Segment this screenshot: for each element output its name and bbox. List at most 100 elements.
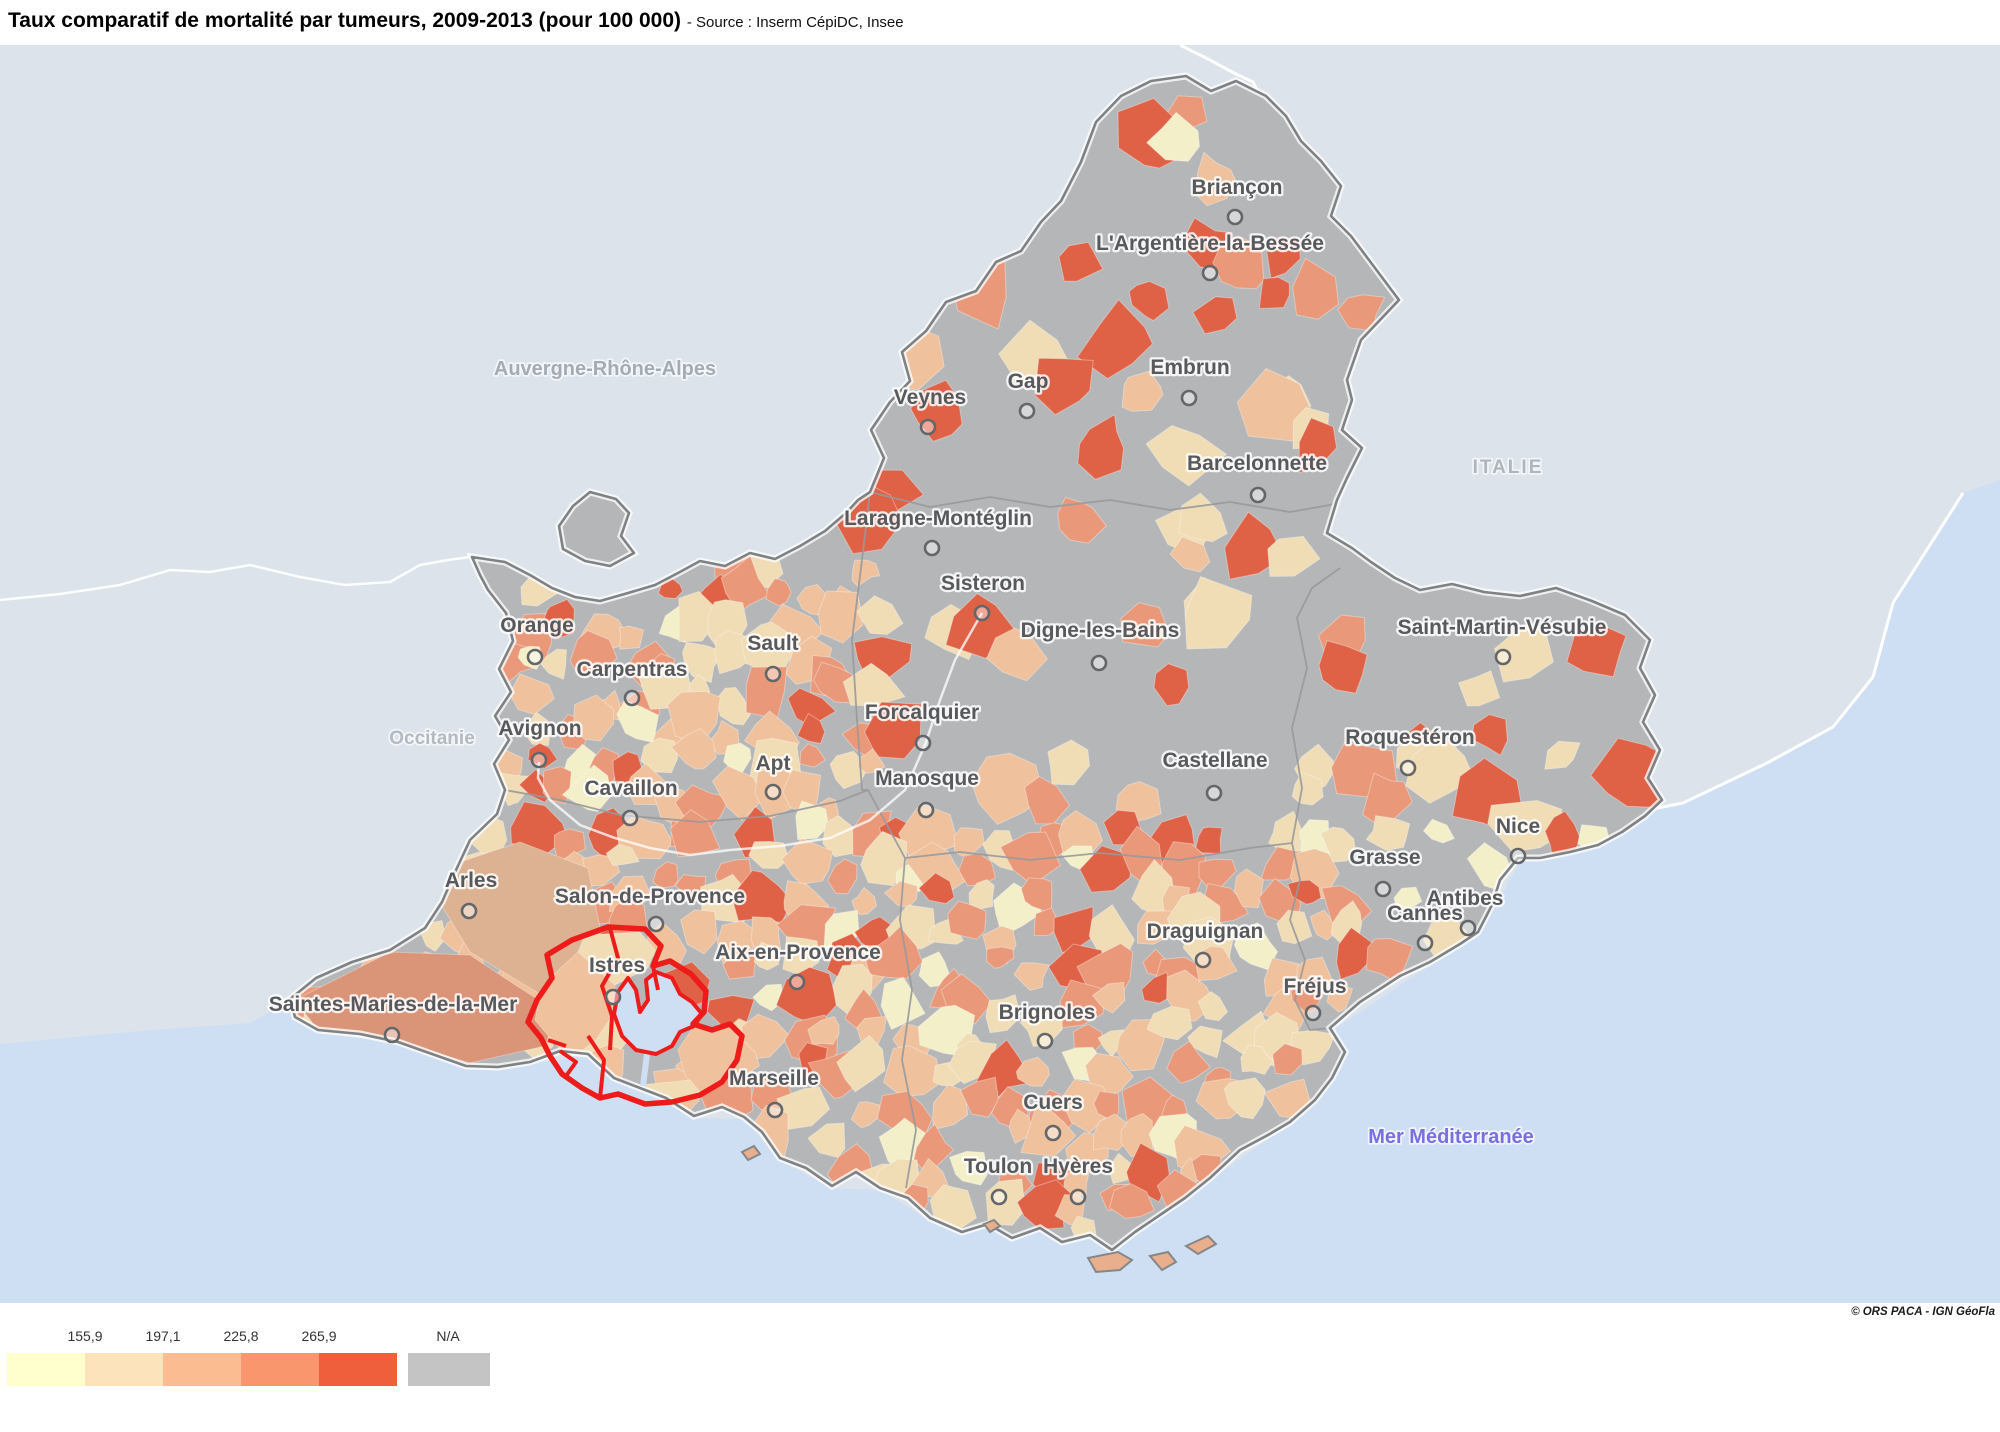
city-label-brignoles: Brignoles xyxy=(999,1001,1096,1024)
city-marker-arles xyxy=(460,902,478,920)
istres-territory-highlight xyxy=(525,924,745,1107)
italy-coastline xyxy=(1632,492,1965,815)
islands xyxy=(740,1144,1218,1274)
city-label-arles: Arles xyxy=(445,869,498,892)
city-label-largentiere-la-bessee: L'Argentière-la-Bessée xyxy=(1096,232,1324,255)
page-title: Taux comparatif de mortalité par tumeurs… xyxy=(8,9,682,32)
city-label-gap: Gap xyxy=(1008,370,1049,393)
island xyxy=(1183,1234,1218,1256)
city-marker-castellane xyxy=(1205,784,1223,802)
city-marker-sault xyxy=(764,665,782,683)
island xyxy=(740,1144,762,1162)
choropleth-map[interactable]: Briançon L'Argentière-la-Bessée Embrun Gap V… xyxy=(0,45,2000,1303)
paca-region xyxy=(286,72,1667,1255)
region-label-mer-mediterranee: Mer Méditerranée xyxy=(1368,1126,1534,1148)
city-marker-saintes-maries-de-la-mer xyxy=(383,1026,401,1044)
legend-threshold-label: 197,1 xyxy=(145,1328,181,1344)
city-label-aix-en-provence: Aix-en-Provence xyxy=(715,941,881,964)
city-label-manosque: Manosque xyxy=(875,767,979,790)
city-marker-manosque xyxy=(917,801,935,819)
city-label-antibes: Antibes xyxy=(1426,887,1503,910)
city-marker-toulon xyxy=(990,1188,1008,1206)
city-marker-forcalquier xyxy=(914,734,932,752)
city-label-barcelonnette: Barcelonnette xyxy=(1187,452,1327,475)
city-marker-avignon xyxy=(530,751,548,769)
city-marker-sisteron xyxy=(973,604,991,622)
source-note: - Source : Inserm CépiDC, Insee xyxy=(686,14,904,31)
city-marker-gap xyxy=(1018,402,1036,420)
region-label-auvergne-rhone-alpes: Auvergne-Rhône-Alpes xyxy=(494,358,716,380)
city-label-toulon: Toulon xyxy=(964,1155,1032,1178)
communes xyxy=(290,95,1662,1247)
city-markers xyxy=(383,208,1527,1206)
legend-swatch xyxy=(241,1353,319,1386)
city-marker-grasse xyxy=(1374,880,1392,898)
city-label-draguignan: Draguignan xyxy=(1147,920,1264,943)
city-label-roquesteron: Roquestéron xyxy=(1345,726,1475,749)
city-marker-brignoles xyxy=(1036,1032,1054,1050)
map-labels: Briançon L'Argentière-la-Bessée Embrun Gap V… xyxy=(266,174,1608,1181)
city-marker-saint-martin-vesubie xyxy=(1494,648,1512,666)
city-label-cuers: Cuers xyxy=(1023,1091,1083,1114)
region-label-italie: ITALIE xyxy=(1473,457,1544,478)
city-label-briancon: Briançon xyxy=(1191,176,1282,199)
map-legend: 155,9 197,1 225,8 265,9 N/A xyxy=(7,1326,527,1386)
legend-swatch-na xyxy=(408,1353,490,1386)
city-marker-aix-en-provence xyxy=(788,973,806,991)
city-label-avignon: Avignon xyxy=(498,717,581,740)
map-title-bar: Taux comparatif de mortalité par tumeurs… xyxy=(0,0,2000,45)
city-marker-embrun xyxy=(1180,389,1198,407)
city-label-carpentras: Carpentras xyxy=(577,658,688,681)
city-label-cannes: Cannes xyxy=(1387,902,1463,925)
city-marker-barcelonnette xyxy=(1249,486,1267,504)
city-marker-apt xyxy=(764,783,782,801)
city-marker-nice xyxy=(1509,847,1527,865)
department-borders xyxy=(504,491,1353,1189)
city-label-apt: Apt xyxy=(756,752,791,775)
city-label-veynes: Veynes xyxy=(894,386,966,409)
legend-threshold-label: 265,9 xyxy=(301,1328,337,1344)
region-border-west xyxy=(0,555,471,602)
city-marker-carpentras xyxy=(623,689,641,707)
city-label-frejus: Fréjus xyxy=(1283,975,1346,998)
city-label-sisteron: Sisteron xyxy=(941,572,1025,595)
city-label-saint-martin-vesubie: Saint-Martin-Vésubie xyxy=(1398,616,1607,639)
city-marker-frejus xyxy=(1304,1004,1322,1022)
city-label-sault: Sault xyxy=(747,632,798,655)
etang-de-berre xyxy=(612,970,704,1056)
city-marker-digne-les-bains xyxy=(1090,654,1108,672)
city-marker-antibes xyxy=(1459,919,1477,937)
city-marker-veynes xyxy=(919,418,937,436)
legend-threshold-labels: 155,9 197,1 225,8 265,9 N/A xyxy=(7,1326,527,1348)
map-canvas[interactable]: Briançon L'Argentière-la-Bessée Embrun Gap V… xyxy=(0,45,2000,1303)
city-marker-marseille xyxy=(766,1101,784,1119)
city-marker-briancon xyxy=(1226,208,1244,226)
legend-swatch xyxy=(85,1353,163,1386)
city-label-hyeres: Hyères xyxy=(1043,1155,1113,1178)
city-label-nice: Nice xyxy=(1496,815,1540,838)
city-marker-cannes xyxy=(1416,934,1434,952)
city-label-grasse: Grasse xyxy=(1349,846,1420,869)
city-label-digne-les-bains: Digne-les-Bains xyxy=(1021,619,1180,642)
city-marker-cuers xyxy=(1044,1124,1062,1142)
city-marker-laragne-monteglin xyxy=(923,539,941,557)
durance-river xyxy=(536,612,984,857)
city-label-cavaillon: Cavaillon xyxy=(584,777,677,800)
copyright: © ORS PACA - IGN GéoFla xyxy=(1851,1306,1995,1318)
region-label-occitanie: Occitanie xyxy=(389,728,475,749)
island xyxy=(1148,1250,1178,1272)
city-marker-cavaillon xyxy=(621,809,639,827)
legend-swatch xyxy=(163,1353,241,1386)
city-label-laragne-monteglin: Laragne-Montéglin xyxy=(844,507,1032,530)
city-marker-orange xyxy=(526,648,544,666)
istres-territory-outline xyxy=(525,924,745,1107)
city-label-orange: Orange xyxy=(500,614,574,637)
city-marker-hyeres xyxy=(1069,1188,1087,1206)
city-label-istres: Istres xyxy=(589,954,645,977)
legend-swatch xyxy=(7,1353,85,1386)
city-marker-istres xyxy=(604,988,622,1006)
page-title-line: Taux comparatif de mortalité par tumeurs… xyxy=(0,0,2000,33)
island xyxy=(1086,1250,1134,1274)
city-label-embrun: Embrun xyxy=(1150,356,1229,379)
